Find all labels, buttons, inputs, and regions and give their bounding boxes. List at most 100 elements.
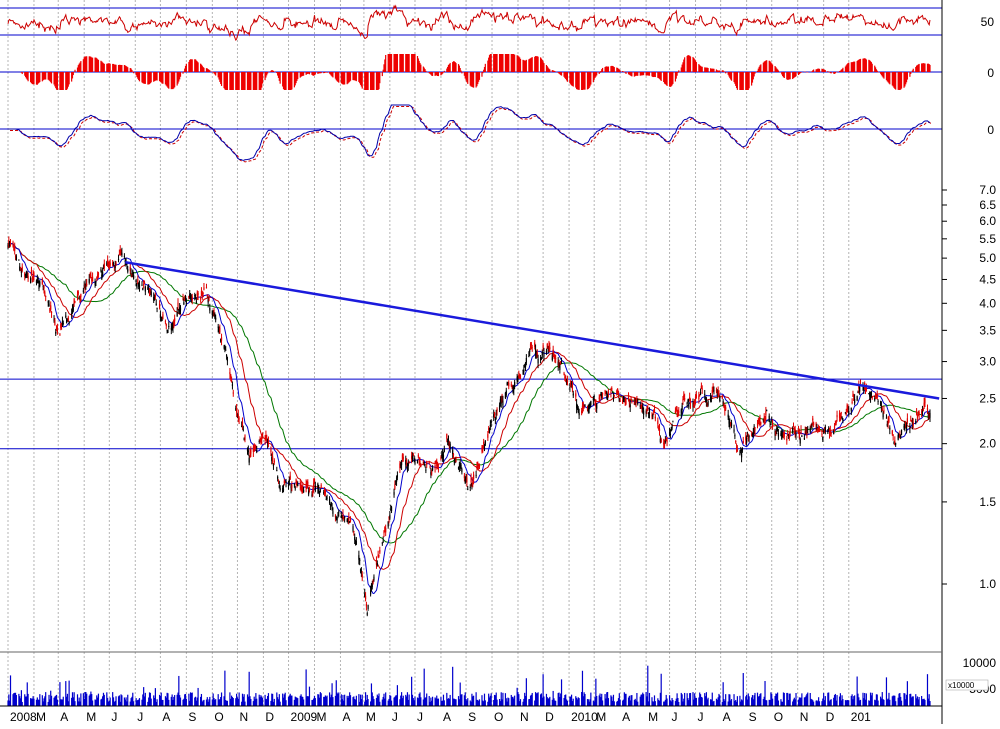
histogram-bar: [326, 72, 327, 73]
volume-bar: [813, 702, 814, 706]
price-candle-body: [851, 408, 852, 411]
volume-bar: [819, 701, 820, 706]
price-candle-body: [226, 355, 227, 357]
price-candle-body: [115, 263, 116, 266]
volume-bar: [537, 692, 538, 706]
volume-bar: [350, 695, 351, 706]
price-candle-body: [655, 417, 656, 419]
histogram-bar: [132, 71, 133, 72]
histogram-bar: [315, 72, 316, 75]
price-candle-body: [889, 428, 890, 430]
price-candle-body: [338, 511, 339, 512]
price-candle-body: [401, 461, 402, 465]
price-candle-body: [599, 396, 600, 397]
price-candle-body: [429, 463, 430, 464]
x-tick-label: M: [316, 710, 326, 724]
price-candle-body: [643, 410, 644, 414]
x-tick-label: J: [698, 710, 704, 724]
price-candle-body: [104, 263, 105, 267]
volume-bar: [180, 698, 181, 706]
volume-bar: [156, 699, 157, 706]
price-candle-body: [377, 563, 378, 565]
histogram-bar: [309, 72, 310, 74]
price-candle-body: [291, 485, 292, 489]
price-candle-body: [425, 470, 426, 471]
price-candle-body: [110, 263, 111, 266]
volume-bar: [397, 685, 398, 706]
volume-bar: [702, 697, 703, 706]
price-tick-label: 3.0: [979, 355, 996, 369]
volume-bar: [567, 701, 568, 706]
histogram-bar: [379, 72, 380, 83]
volume-bar: [321, 693, 322, 706]
histogram-bar: [403, 54, 404, 72]
price-candle-body: [414, 460, 415, 464]
price-candle-body: [800, 430, 801, 433]
volume-bar: [268, 693, 269, 706]
x-tick-label: J: [417, 710, 423, 724]
price-candle-body: [929, 413, 930, 418]
price-candle-body: [707, 401, 708, 406]
volume-bar: [801, 693, 802, 706]
volume-bar: [725, 694, 726, 706]
volume-bar: [326, 696, 327, 706]
price-candle-body: [297, 484, 298, 486]
price-tick-label: 4.0: [979, 296, 996, 310]
histogram-bar: [461, 72, 462, 73]
volume-bar: [485, 700, 486, 706]
volume-bar: [784, 693, 785, 706]
histogram-bar: [385, 55, 386, 72]
histogram-bar: [532, 57, 533, 72]
price-candle-body: [778, 433, 779, 436]
histogram-bar: [579, 72, 580, 90]
price-candle-body: [232, 384, 233, 386]
volume-bar: [262, 698, 263, 706]
price-candle-body: [359, 560, 360, 561]
price-candle-body: [143, 284, 144, 285]
volume-bar: [420, 697, 421, 706]
histogram-bar: [707, 68, 708, 72]
histogram-bar: [649, 72, 650, 76]
volume-bar: [403, 696, 404, 706]
price-candle-body: [208, 297, 209, 301]
volume-bar: [98, 694, 99, 706]
x-tick-label: 2008: [10, 710, 37, 724]
histogram-bar: [479, 72, 480, 80]
x-tick-label: M: [596, 710, 606, 724]
price-candle-body: [352, 526, 353, 531]
volume-bar: [872, 693, 873, 706]
price-candle-body: [479, 466, 480, 467]
histogram-bar: [39, 72, 40, 82]
histogram-bar: [80, 61, 81, 72]
price-candle-body: [27, 276, 28, 280]
x-tick-label: A: [443, 710, 451, 724]
histogram-bar: [910, 72, 911, 74]
histogram-bar: [27, 72, 28, 81]
price-candle-body: [10, 244, 11, 245]
price-candle-body: [51, 312, 52, 313]
histogram-bar: [690, 56, 691, 72]
volume-bar: [684, 693, 685, 706]
histogram-bar: [620, 70, 621, 72]
volume-bar: [848, 700, 849, 706]
price-candle-body: [613, 397, 614, 399]
histogram-bar: [45, 72, 46, 79]
x-tick-label: D: [826, 710, 835, 724]
x-tick-label: A: [342, 710, 350, 724]
price-candle-body: [393, 492, 394, 495]
volume-bar: [625, 694, 626, 706]
histogram-bar: [637, 72, 638, 76]
price-candle-body: [523, 369, 524, 371]
volume-bar: [579, 698, 580, 706]
histogram-bar: [567, 72, 568, 82]
histogram-bar: [256, 72, 257, 90]
volume-bar: [502, 693, 503, 706]
price-candle-body: [165, 321, 166, 322]
price-candle-body: [637, 402, 638, 403]
price-candle-body: [44, 292, 45, 295]
price-candle-body: [332, 511, 333, 514]
price-candle-body: [628, 395, 629, 399]
price-candle-body: [394, 484, 395, 488]
histogram-bar: [373, 72, 374, 90]
x-tick-label: S: [188, 710, 196, 724]
